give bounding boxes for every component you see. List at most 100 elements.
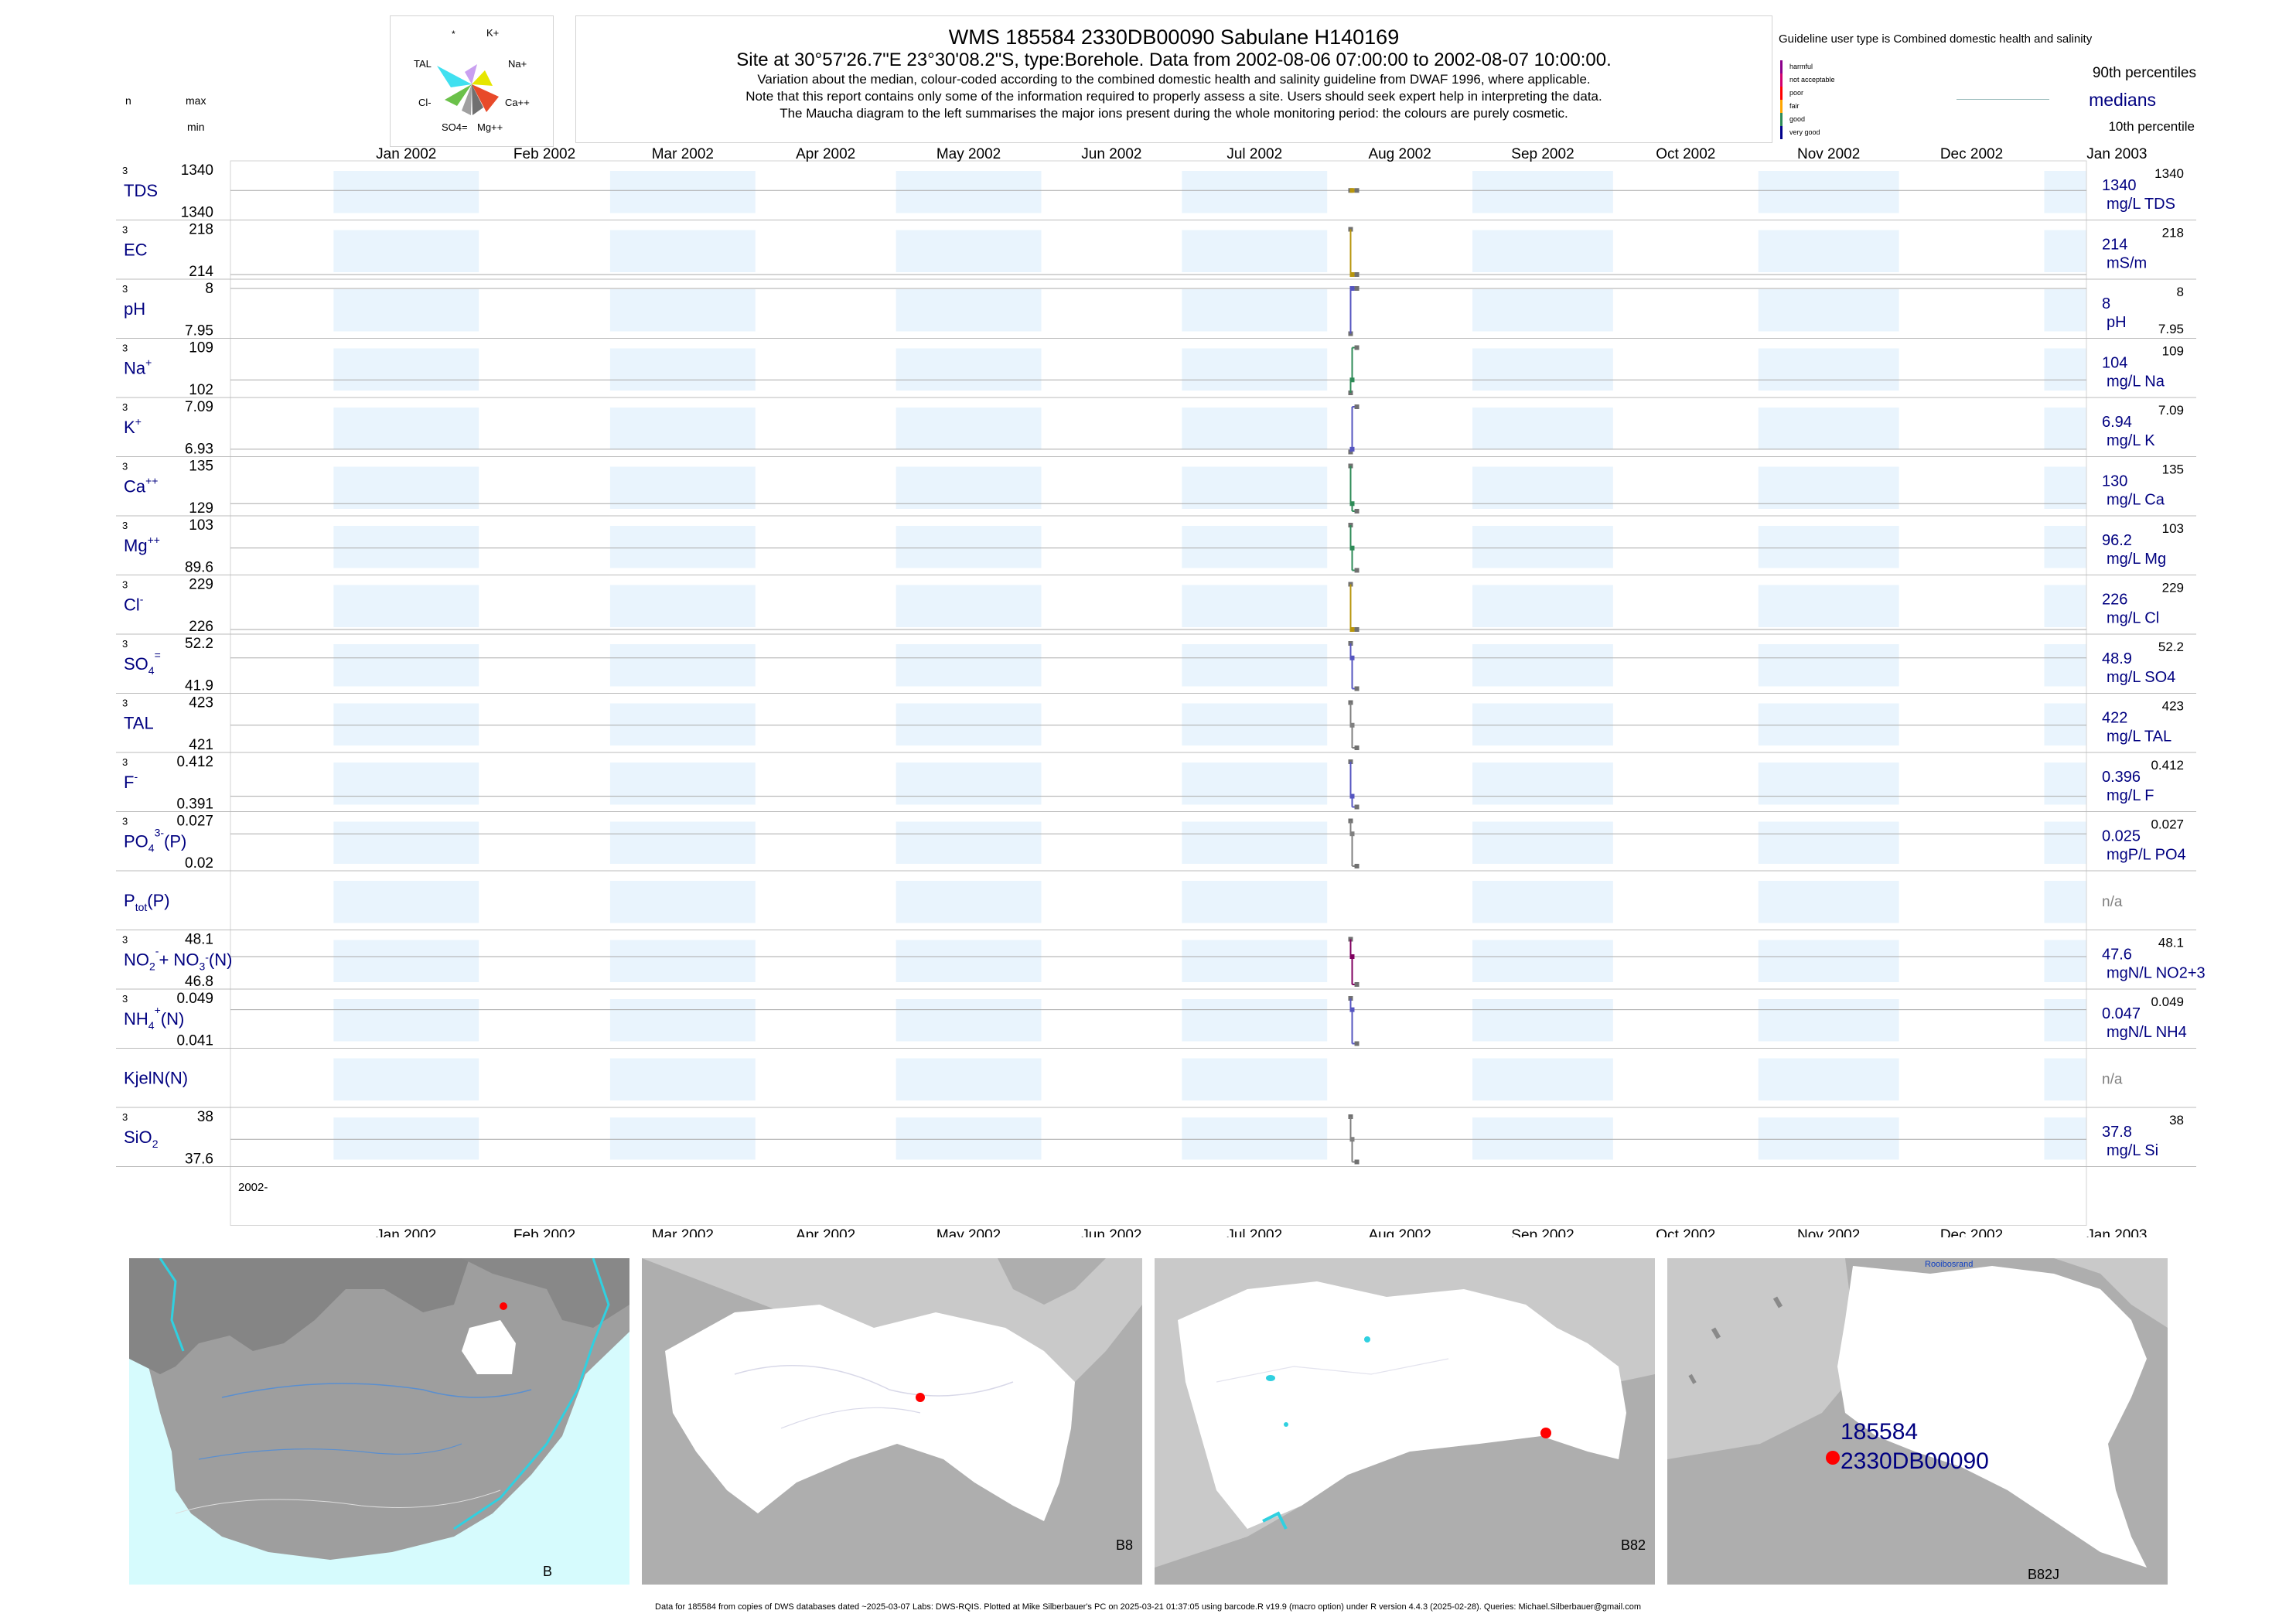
maucha-sector-k bbox=[465, 64, 477, 84]
x-tick-label-bottom: Jul 2002 bbox=[1226, 1227, 1282, 1237]
alt-month-shading bbox=[609, 940, 756, 982]
x-tick-label-top: Jan 2002 bbox=[376, 146, 436, 162]
data-point bbox=[1354, 745, 1360, 750]
alt-month-shading bbox=[1182, 703, 1328, 745]
panel-min: 0.02 bbox=[185, 855, 213, 872]
panel-min: 7.95 bbox=[185, 323, 213, 339]
panel-max: 8 bbox=[205, 281, 213, 297]
alt-month-shading bbox=[1182, 466, 1328, 509]
panel-median: 48.9 bbox=[2102, 650, 2132, 667]
panel-parameter-label: Ptot(P) bbox=[124, 891, 170, 913]
x-tick-label-bottom: Apr 2002 bbox=[796, 1227, 855, 1237]
panel-min: 89.6 bbox=[185, 560, 213, 576]
alt-month-shading bbox=[1472, 703, 1613, 745]
panel-max: 52.2 bbox=[185, 636, 213, 652]
time-series-chart: Jan 2002 Jan 2002 Feb 2002 Feb 2002 Mar 2002… bbox=[116, 146, 2206, 1237]
map-label-b: B bbox=[542, 1564, 552, 1579]
maucha-label-tal: TAL bbox=[414, 58, 432, 70]
panel-median-na: n/a bbox=[2102, 1072, 2123, 1088]
panel-min: 1340 bbox=[181, 205, 213, 221]
data-point bbox=[1354, 509, 1360, 513]
alt-month-shading bbox=[1472, 348, 1613, 391]
alt-month-shading bbox=[1472, 644, 1613, 687]
panel-parameter-label: SO4= bbox=[124, 649, 161, 677]
alt-month-shading bbox=[896, 1058, 1042, 1100]
panel-n: 3 bbox=[122, 638, 128, 650]
alt-month-shading bbox=[1182, 289, 1328, 332]
guideline-swatch bbox=[1780, 60, 1783, 73]
guideline-class-label: poor bbox=[1789, 89, 1803, 97]
x-tick-label-bottom: Oct 2002 bbox=[1656, 1227, 1715, 1237]
alt-month-shading bbox=[2044, 821, 2086, 864]
panel-parameter-label: K+ bbox=[124, 415, 142, 437]
data-point bbox=[1354, 286, 1360, 291]
panel-median: 0.047 bbox=[2102, 1005, 2141, 1022]
panel-n: 3 bbox=[122, 401, 128, 413]
alt-month-shading bbox=[896, 763, 1042, 805]
alt-month-shading bbox=[1758, 940, 1899, 982]
panel-median: 0.025 bbox=[2102, 828, 2141, 845]
panel-max: 0.049 bbox=[176, 991, 213, 1007]
panel-parameter-label: KjelN(N) bbox=[124, 1069, 188, 1088]
panel-n: 3 bbox=[122, 698, 128, 709]
alt-month-shading bbox=[609, 763, 756, 805]
x-tick-label-bottom: Nov 2002 bbox=[1797, 1227, 1860, 1237]
alt-month-shading bbox=[1758, 881, 1899, 923]
panel-unit: mg/L Cl bbox=[2107, 610, 2159, 627]
map-b8: B8 bbox=[642, 1258, 1142, 1585]
x-tick-label-top: Oct 2002 bbox=[1656, 146, 1715, 162]
panel-parameter-label: EC bbox=[124, 241, 148, 260]
panel-unit: mg/L SO4 bbox=[2107, 669, 2175, 686]
maucha-sector-so4 bbox=[462, 84, 472, 115]
col-header-max: max bbox=[186, 94, 206, 107]
panel-n: 3 bbox=[122, 461, 128, 473]
maucha-label-star: * bbox=[452, 29, 455, 39]
panel-unit: mgP/L PO4 bbox=[2107, 847, 2186, 864]
x-tick-label-top: Mar 2002 bbox=[652, 146, 714, 162]
alt-month-shading bbox=[896, 230, 1042, 272]
alt-month-shading bbox=[333, 644, 479, 687]
panel-n: 3 bbox=[122, 224, 128, 236]
alt-month-shading bbox=[2044, 1117, 2086, 1160]
x-tick-label-bottom: Jan 2002 bbox=[376, 1227, 436, 1237]
panel-parameter-label: SiO2 bbox=[124, 1128, 159, 1150]
panel-parameter-label: F- bbox=[124, 770, 138, 792]
alt-month-shading bbox=[609, 289, 756, 332]
alt-month-shading bbox=[1182, 171, 1328, 213]
panel-unit: mg/L Ca bbox=[2107, 492, 2165, 509]
alt-month-shading bbox=[2044, 348, 2086, 391]
alt-month-shading bbox=[2044, 644, 2086, 687]
panel-median: 104 bbox=[2102, 355, 2127, 372]
alt-month-shading bbox=[1472, 821, 1613, 864]
alt-month-shading bbox=[333, 940, 479, 982]
alt-month-shading bbox=[2044, 703, 2086, 745]
alt-month-shading bbox=[333, 821, 479, 864]
panel-p90: 109 bbox=[2162, 344, 2184, 359]
panel-unit: mg/L TAL bbox=[2107, 728, 2171, 745]
panel-p90: 0.049 bbox=[2151, 995, 2184, 1009]
alt-month-shading bbox=[333, 703, 479, 745]
alt-month-shading bbox=[609, 644, 756, 687]
alt-month-shading bbox=[2044, 171, 2086, 213]
alt-month-shading bbox=[1758, 644, 1899, 687]
alt-month-shading bbox=[896, 999, 1042, 1042]
map-label-b82: B82 bbox=[1620, 1537, 1646, 1553]
alt-month-shading bbox=[1472, 230, 1613, 272]
panel-p90: 218 bbox=[2162, 226, 2184, 241]
panel-median: 130 bbox=[2102, 473, 2127, 490]
guideline-swatch bbox=[1780, 100, 1783, 113]
alt-month-shading bbox=[609, 585, 756, 627]
maucha-label-cl: Cl- bbox=[418, 97, 432, 108]
panel-parameter-label: pH bbox=[124, 299, 145, 319]
x-tick-label-top: Jun 2002 bbox=[1081, 146, 1141, 162]
panel-n: 3 bbox=[122, 934, 128, 946]
alt-month-shading bbox=[896, 821, 1042, 864]
alt-month-shading bbox=[1758, 585, 1899, 627]
x-start-label: 2002- bbox=[238, 1181, 268, 1194]
alt-month-shading bbox=[333, 881, 479, 923]
data-point bbox=[1354, 1159, 1360, 1165]
alt-month-shading bbox=[333, 289, 479, 332]
alt-month-shading bbox=[1758, 526, 1899, 568]
alt-month-shading bbox=[1758, 466, 1899, 509]
alt-month-shading bbox=[896, 289, 1042, 332]
